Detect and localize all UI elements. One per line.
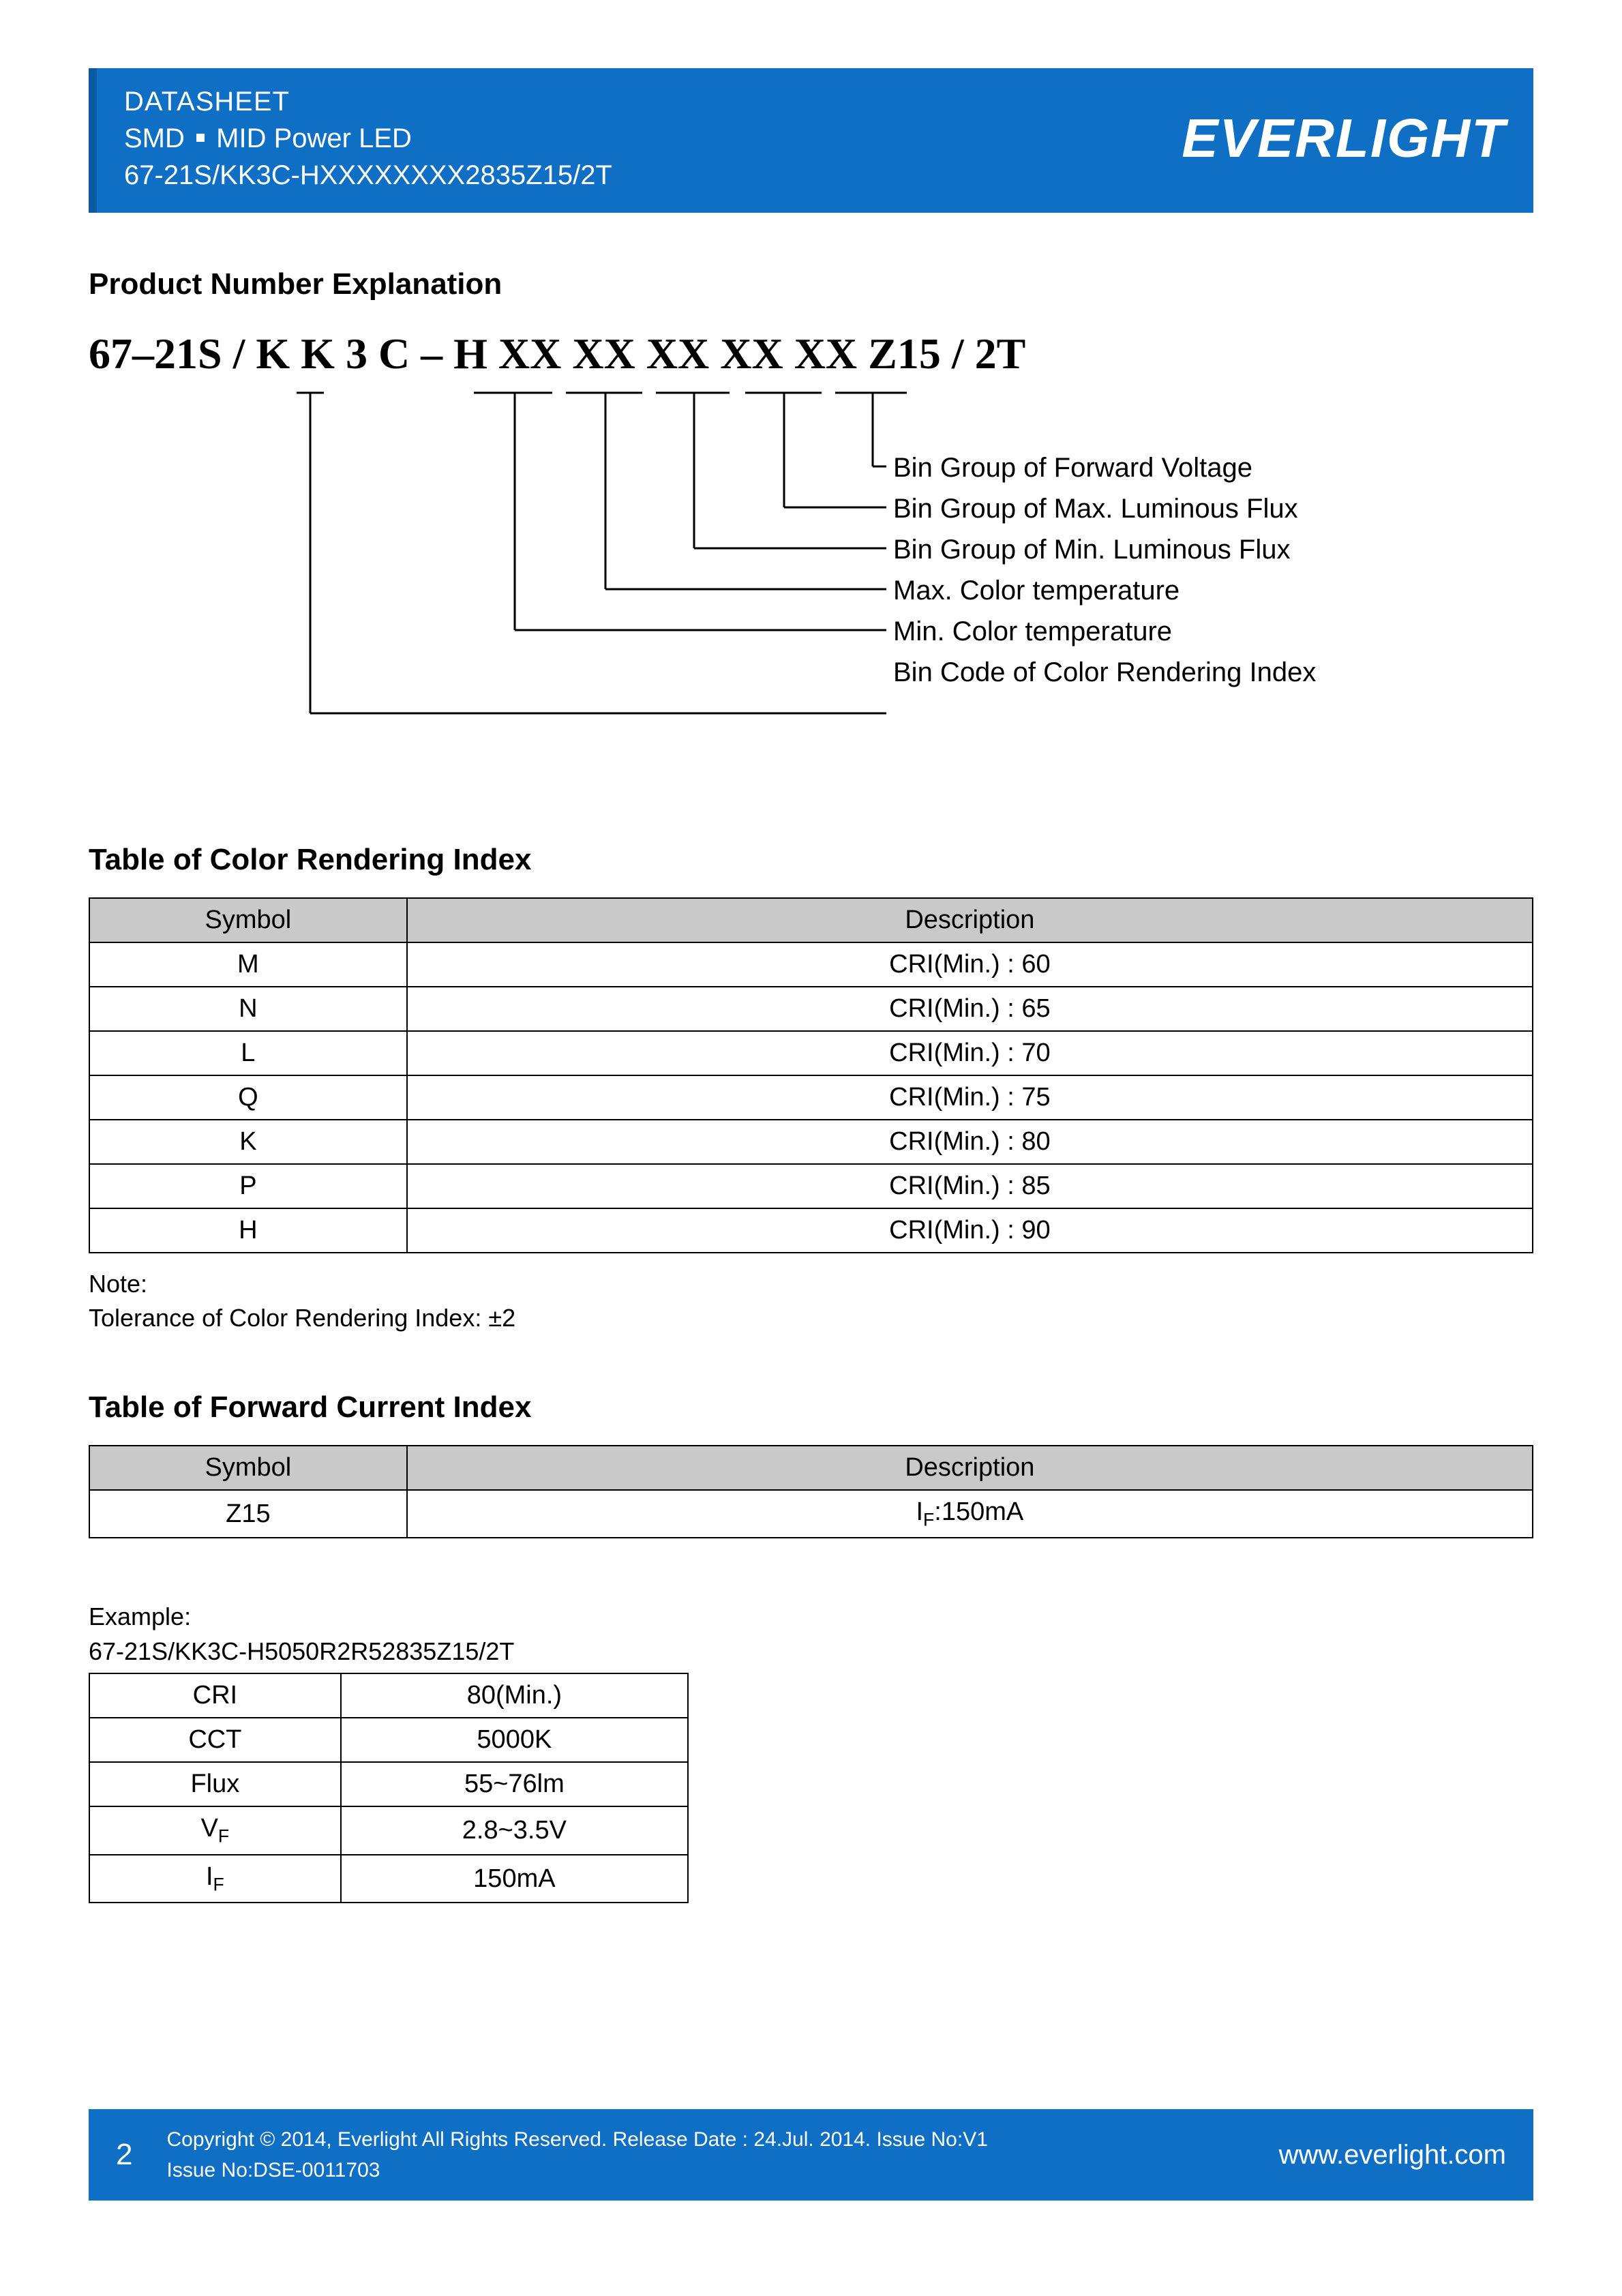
table-cell: IF [89, 1855, 341, 1903]
footer-url: www.everlight.com [1279, 2140, 1506, 2171]
footer-bar: 2 Copyright © 2014, Everlight All Rights… [89, 2109, 1533, 2201]
note-text: Tolerance of Color Rendering Index: ±2 [89, 1304, 515, 1332]
product-number-string: 67–21S / K K 3 C – H XX XX XX XX XX Z15 … [89, 329, 1533, 379]
section-title-product-number: Product Number Explanation [89, 267, 1533, 301]
table-cell: 2.8~3.5V [341, 1806, 688, 1855]
table-row: QCRI(Min.) : 75 [89, 1075, 1533, 1120]
example-table: CRI80(Min.)CCT5000KFlux55~76lmVF2.8~3.5V… [89, 1673, 689, 1903]
table-cell: 80(Min.) [341, 1673, 688, 1718]
callout-label: Bin Group of Forward Voltage [893, 447, 1316, 488]
footer-copyright: Copyright © 2014, Everlight All Rights R… [166, 2128, 987, 2151]
everlight-logo: EVERLIGHT [1182, 107, 1506, 170]
table-cell: Q [89, 1075, 407, 1120]
cri-col-symbol: Symbol [89, 898, 407, 942]
table-row: Flux55~76lm [89, 1762, 688, 1806]
table-cell: VF [89, 1806, 341, 1855]
header-line2a: SMD [124, 123, 185, 153]
table-cell: CRI [89, 1673, 341, 1718]
header-text-block: DATASHEET SMD MID Power LED 67-21S/KK3C-… [124, 83, 612, 194]
callout-label: Bin Group of Min. Luminous Flux [893, 529, 1316, 570]
table-row: NCRI(Min.) : 65 [89, 987, 1533, 1031]
table-cell: H [89, 1208, 407, 1253]
page-number: 2 [116, 2138, 132, 2172]
section-title-fc: Table of Forward Current Index [89, 1390, 1533, 1425]
table-cell: CRI(Min.) : 65 [407, 987, 1533, 1031]
cri-table: Symbol Description MCRI(Min.) : 60NCRI(M… [89, 897, 1533, 1253]
table-cell: CRI(Min.) : 60 [407, 942, 1533, 987]
table-cell: CRI(Min.) : 85 [407, 1164, 1533, 1208]
footer-copy: Copyright © 2014, Everlight All Rights R… [166, 2124, 1278, 2186]
table-row: VF2.8~3.5V [89, 1806, 688, 1855]
table-cell: CRI(Min.) : 80 [407, 1120, 1533, 1164]
table-row: CCT5000K [89, 1718, 688, 1762]
callout-label: Min. Color temperature [893, 611, 1316, 652]
table-cell: IF:150mA [407, 1490, 1533, 1538]
diagram-lines [89, 379, 907, 761]
table-cell: M [89, 942, 407, 987]
fc-col-symbol: Symbol [89, 1446, 407, 1490]
example-part-number: 67-21S/KK3C-H5050R2R52835Z15/2T [89, 1637, 514, 1665]
table-cell: CRI(Min.) : 90 [407, 1208, 1533, 1253]
callout-labels: Bin Group of Forward VoltageBin Group of… [893, 447, 1316, 693]
fc-table: Symbol Description Z15IF:150mA [89, 1445, 1533, 1539]
fc-col-description: Description [407, 1446, 1533, 1490]
header-line3: 67-21S/KK3C-HXXXXXXXX2835Z15/2T [124, 157, 612, 194]
table-row: MCRI(Min.) : 60 [89, 942, 1533, 987]
section-title-cri: Table of Color Rendering Index [89, 843, 1533, 877]
callout-label: Max. Color temperature [893, 570, 1316, 611]
table-cell: K [89, 1120, 407, 1164]
table-cell: L [89, 1031, 407, 1075]
table-cell: Flux [89, 1762, 341, 1806]
footer-issue: Issue No:DSE-0011703 [166, 2159, 380, 2181]
table-cell: 5000K [341, 1718, 688, 1762]
note-label: Note: [89, 1270, 147, 1298]
separator-square-icon [196, 134, 205, 142]
header-line1: DATASHEET [124, 83, 612, 120]
table-row: CRI80(Min.) [89, 1673, 688, 1718]
table-cell: Z15 [89, 1490, 407, 1538]
callout-label: Bin Code of Color Rendering Index [893, 652, 1316, 693]
table-cell: P [89, 1164, 407, 1208]
table-cell: N [89, 987, 407, 1031]
table-cell: CRI(Min.) : 75 [407, 1075, 1533, 1120]
example-label: Example: [89, 1602, 191, 1630]
table-row: LCRI(Min.) : 70 [89, 1031, 1533, 1075]
product-number-diagram: Bin Group of Forward VoltageBin Group of… [89, 379, 1533, 788]
cri-col-description: Description [407, 898, 1533, 942]
cri-note: Note: Tolerance of Color Rendering Index… [89, 1267, 1533, 1336]
table-row: KCRI(Min.) : 80 [89, 1120, 1533, 1164]
table-row: Z15IF:150mA [89, 1490, 1533, 1538]
table-cell: 150mA [341, 1855, 688, 1903]
table-cell: 55~76lm [341, 1762, 688, 1806]
table-cell: CCT [89, 1718, 341, 1762]
header-line2b: MID Power LED [216, 123, 412, 153]
table-row: HCRI(Min.) : 90 [89, 1208, 1533, 1253]
callout-label: Bin Group of Max. Luminous Flux [893, 488, 1316, 529]
table-cell: CRI(Min.) : 70 [407, 1031, 1533, 1075]
header-bar: DATASHEET SMD MID Power LED 67-21S/KK3C-… [89, 68, 1533, 213]
example-block: Example: 67-21S/KK3C-H5050R2R52835Z15/2T [89, 1600, 1533, 1669]
table-row: PCRI(Min.) : 85 [89, 1164, 1533, 1208]
header-line2: SMD MID Power LED [124, 120, 612, 157]
table-row: IF150mA [89, 1855, 688, 1903]
